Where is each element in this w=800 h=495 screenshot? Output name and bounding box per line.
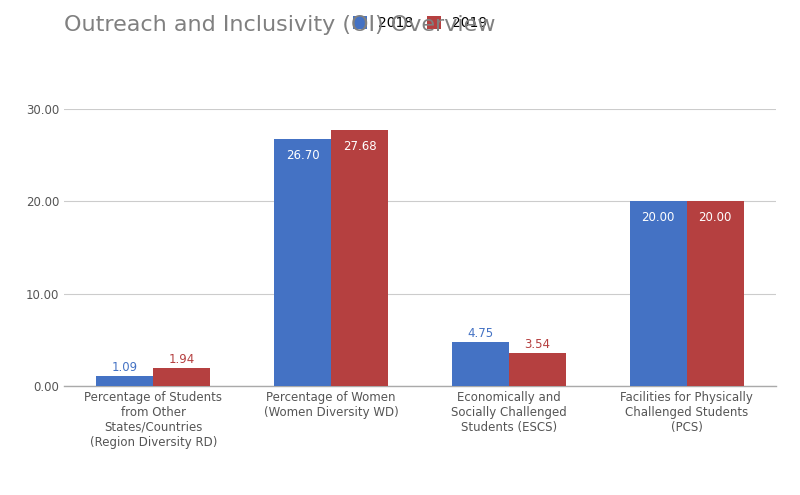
Text: 4.75: 4.75 — [467, 327, 494, 340]
Text: 26.70: 26.70 — [286, 148, 319, 162]
Text: 20.00: 20.00 — [698, 210, 732, 224]
Text: 20.00: 20.00 — [642, 210, 675, 224]
Text: 1.09: 1.09 — [112, 361, 138, 374]
Text: Outreach and Inclusivity (OI) Overview: Outreach and Inclusivity (OI) Overview — [64, 15, 495, 35]
Bar — [274, 140, 331, 386]
Bar — [154, 368, 210, 386]
Bar — [630, 201, 686, 386]
Text: 27.68: 27.68 — [342, 140, 376, 152]
Legend: 2018, 2019: 2018, 2019 — [347, 10, 493, 36]
Bar — [686, 201, 744, 386]
Bar — [509, 353, 566, 386]
Bar — [96, 376, 154, 386]
Bar — [331, 130, 388, 386]
Text: 3.54: 3.54 — [524, 338, 550, 351]
Bar — [452, 342, 509, 386]
Text: 1.94: 1.94 — [169, 353, 195, 366]
